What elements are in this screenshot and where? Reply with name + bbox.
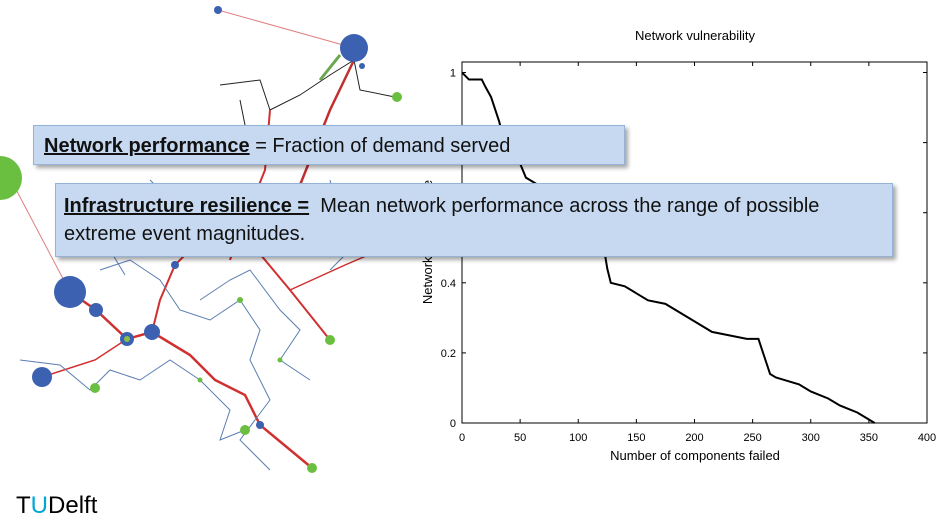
x-tick-label: 100: [569, 432, 587, 444]
node: [277, 357, 283, 363]
node: [0, 156, 22, 200]
node: [197, 377, 203, 383]
y-tick-label: 0: [450, 418, 456, 430]
edge: [99, 259, 271, 471]
x-tick-label: 350: [860, 432, 878, 444]
y-tick-label: 1: [450, 68, 456, 80]
logo-t: T: [16, 492, 31, 519]
node: [89, 303, 103, 317]
x-tick-label: 200: [685, 432, 703, 444]
node: [124, 336, 130, 342]
node: [54, 276, 86, 308]
edge: [219, 59, 396, 111]
edge: [69, 290, 313, 469]
node: [256, 421, 264, 429]
node: [359, 63, 365, 69]
x-tick-label: 250: [743, 432, 761, 444]
x-tick-label: 0: [459, 432, 465, 444]
node: [240, 425, 250, 435]
edge: [217, 9, 355, 49]
node: [90, 383, 100, 393]
node: [144, 324, 160, 340]
edge: [9, 177, 71, 293]
node: [171, 261, 179, 269]
edge: [318, 54, 342, 81]
callout-text: Mean network performance across the rang…: [64, 195, 820, 245]
node: [340, 34, 368, 62]
node: [214, 6, 222, 14]
edge: [19, 359, 246, 441]
edge: [298, 59, 356, 186]
node: [307, 463, 317, 473]
edge: [199, 269, 311, 381]
edge: [41, 338, 128, 378]
callout-term: Network performance: [44, 135, 250, 157]
logo: TUDelft: [16, 492, 97, 520]
callout: Network performance = Fraction of demand…: [33, 125, 625, 165]
node: [325, 335, 335, 345]
chart-title: Network vulnerability: [635, 28, 755, 43]
network-diagram: [0, 6, 402, 473]
node: [237, 297, 243, 303]
callout-text: = Fraction of demand served: [255, 135, 511, 157]
y-tick-label: 0.2: [441, 348, 456, 360]
callout: Infrastructure resilience = Mean network…: [55, 183, 893, 257]
x-tick-label: 400: [918, 432, 936, 444]
logo-u: U: [30, 492, 49, 519]
x-axis-label: Number of components failed: [610, 448, 780, 463]
logo-text: Delft: [48, 492, 98, 519]
y-tick-label: 0.4: [441, 278, 456, 290]
x-tick-label: 50: [514, 432, 526, 444]
x-tick-label: 300: [802, 432, 820, 444]
node: [32, 367, 52, 387]
node: [392, 92, 402, 102]
callout-term: Infrastructure resilience =: [64, 195, 310, 217]
nodes: [0, 6, 402, 473]
x-tick-label: 150: [627, 432, 645, 444]
